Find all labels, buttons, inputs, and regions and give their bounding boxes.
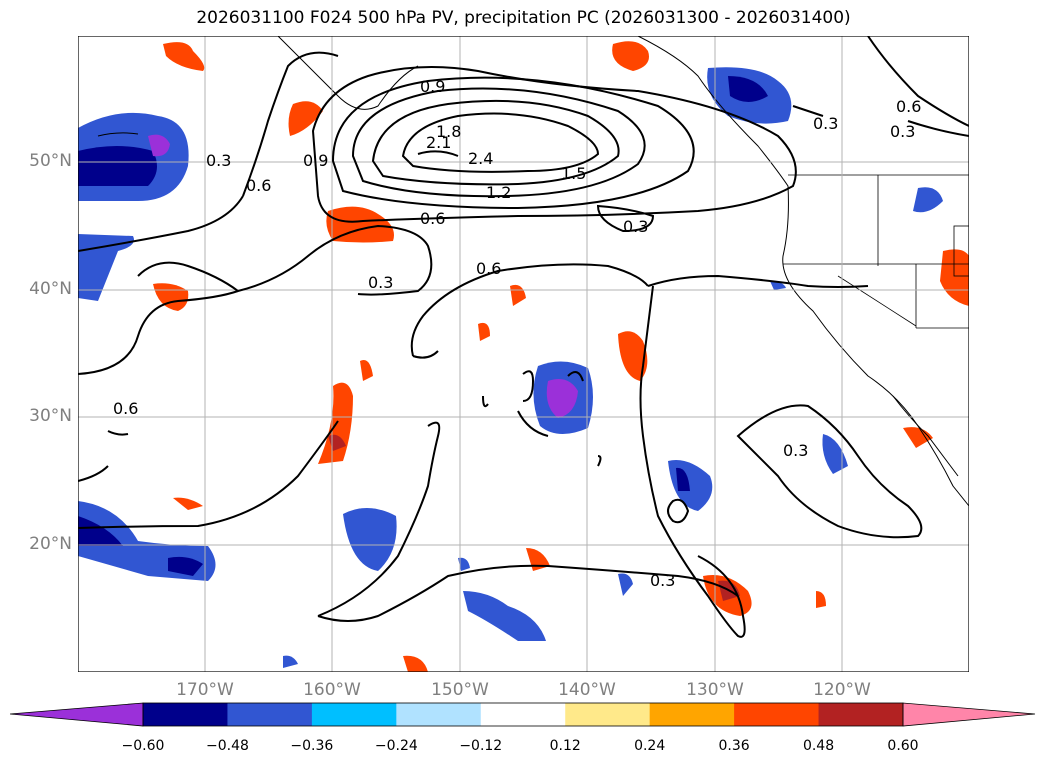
lon-label-150w: 150°W bbox=[431, 680, 489, 700]
colorbar-tick-label: −0.24 bbox=[374, 738, 418, 754]
precip-negative-areas bbox=[78, 67, 943, 668]
contour-label: 0.3 bbox=[206, 151, 231, 170]
contour-label: 0.6 bbox=[246, 176, 271, 195]
colorbar-cell bbox=[396, 703, 482, 726]
colorbar-cell bbox=[227, 703, 313, 726]
colorbar-cell bbox=[480, 703, 566, 726]
contour-label: 1.5 bbox=[561, 164, 586, 183]
colorbar-tick-label: 0.48 bbox=[802, 738, 835, 754]
map-panel: 0.9 1.8 2.1 2.4 1.2 1.5 0.3 0.6 0.9 0.6 … bbox=[78, 36, 969, 672]
contour-label: 1.8 bbox=[436, 122, 461, 141]
colorbar-tick-label: 0.60 bbox=[887, 738, 919, 754]
contour-label: 2.1 bbox=[426, 133, 451, 152]
contour-labels: 0.9 1.8 2.1 2.4 1.2 1.5 0.3 0.6 0.9 0.6 … bbox=[113, 77, 921, 590]
colorbar bbox=[10, 702, 1036, 727]
contour-label: 1.2 bbox=[486, 183, 511, 202]
contour-label: 0.6 bbox=[420, 209, 445, 228]
lat-label-40n: 40°N bbox=[29, 279, 72, 299]
colorbar-tick-label: 0.24 bbox=[634, 738, 666, 754]
colorbar-frame bbox=[142, 702, 904, 727]
colorbar-left-extension bbox=[10, 702, 144, 727]
colorbar-tick-label: −0.48 bbox=[205, 738, 249, 754]
lon-label-130w: 130°W bbox=[686, 680, 744, 700]
lat-label-50n: 50°N bbox=[29, 151, 72, 171]
lon-label-170w: 170°W bbox=[176, 680, 234, 700]
colorbar-tick-label: −0.12 bbox=[459, 738, 503, 754]
contour-label: 0.9 bbox=[420, 77, 445, 96]
colorbar-cell bbox=[649, 703, 735, 726]
contour-label: 0.3 bbox=[650, 571, 675, 590]
contour-label: 0.6 bbox=[476, 259, 501, 278]
lat-label-20n: 20°N bbox=[29, 534, 72, 554]
colorbar-cell bbox=[818, 703, 904, 726]
pv-contours bbox=[78, 36, 969, 638]
colorbar-tick-label: −0.36 bbox=[290, 738, 334, 754]
colorbar-cell bbox=[143, 703, 228, 726]
contour-label: 0.6 bbox=[896, 97, 921, 116]
lon-label-140w: 140°W bbox=[558, 680, 616, 700]
contour-label: 0.9 bbox=[303, 151, 328, 170]
contour-label: 0.3 bbox=[623, 217, 648, 236]
colorbar-tick-label: 0.36 bbox=[718, 738, 750, 754]
colorbar-tick-label: −0.60 bbox=[121, 738, 165, 754]
figure-title: 2026031100 F024 500 hPa PV, precipitatio… bbox=[196, 8, 851, 28]
colorbar-cell bbox=[565, 703, 651, 726]
colorbar-right-extension bbox=[902, 702, 1036, 727]
political-borders bbox=[783, 174, 969, 329]
coastlines bbox=[97, 36, 969, 507]
contour-label: 0.6 bbox=[113, 399, 138, 418]
colorbar-cell bbox=[734, 703, 820, 726]
colorbar-cell bbox=[311, 703, 397, 726]
lon-label-120w: 120°W bbox=[813, 680, 871, 700]
contour-label: 0.3 bbox=[368, 273, 393, 292]
contour-label: 0.3 bbox=[890, 122, 915, 141]
colorbar-tick-label: 0.12 bbox=[549, 738, 581, 754]
contour-label: 0.3 bbox=[783, 441, 808, 460]
lat-label-30n: 30°N bbox=[29, 406, 72, 426]
contour-label: 2.4 bbox=[468, 149, 493, 168]
graticule bbox=[78, 36, 969, 672]
contour-label: 0.3 bbox=[813, 114, 838, 133]
lon-label-160w: 160°W bbox=[303, 680, 361, 700]
